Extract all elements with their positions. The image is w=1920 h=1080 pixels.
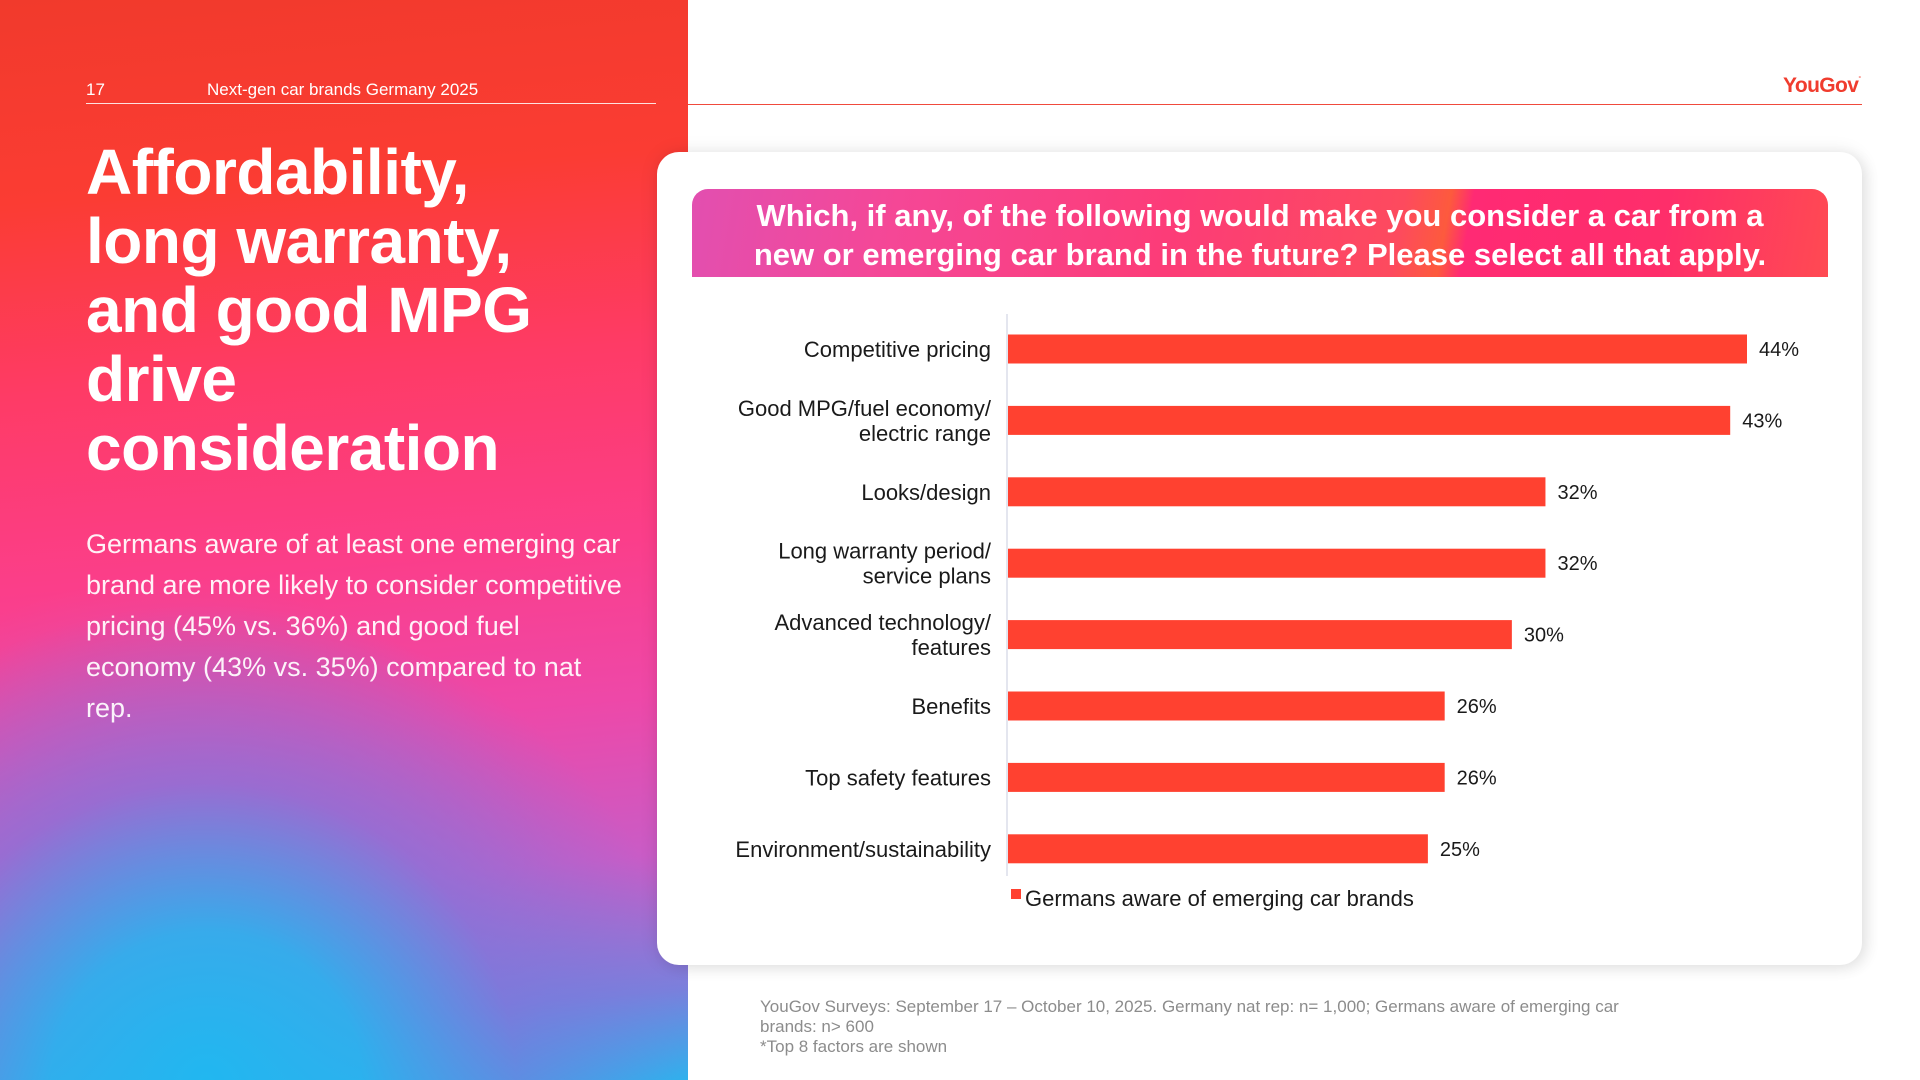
- page-header: 17 Next-gen car brands Germany 2025: [86, 78, 656, 104]
- slide-title-line: and good MPG: [86, 274, 532, 346]
- legend-swatch-icon: [1011, 889, 1021, 899]
- slide-title: Affordability, long warranty, and good M…: [86, 138, 646, 483]
- chart-title-line: new or emerging car brand in the future?…: [753, 237, 1767, 272]
- section-title: Next-gen car brands Germany 2025: [207, 80, 479, 99]
- source-footnote: YouGov Surveys: September 17 – October 1…: [760, 997, 1760, 1057]
- yougov-logo: YouGov°: [1783, 74, 1861, 98]
- bar[interactable]: [1008, 834, 1428, 864]
- bar[interactable]: [1008, 620, 1512, 650]
- slide-title-line: drive: [86, 343, 237, 415]
- logo-text: YouGov: [1783, 74, 1859, 97]
- left-gradient-panel: [0, 0, 688, 1080]
- bar[interactable]: [1008, 334, 1747, 364]
- slide-title-line: consideration: [86, 412, 500, 484]
- bar[interactable]: [1008, 477, 1546, 507]
- slide-title-line: Affordability,: [86, 136, 469, 208]
- summary-text: Germans aware of at least one emerging c…: [86, 529, 622, 723]
- bar[interactable]: [1008, 405, 1731, 435]
- bar[interactable]: [1008, 691, 1445, 721]
- logo-mark-icon: °: [1858, 76, 1861, 83]
- page-number: 17: [86, 80, 105, 99]
- footnote-line: *Top 8 factors are shown: [760, 1037, 948, 1056]
- chart-question-title: Which, if any, of the following would ma…: [692, 189, 1828, 277]
- slide-title-line: long warranty,: [86, 205, 512, 277]
- footnote-line: brands: n> 600: [760, 1017, 874, 1036]
- chart-title-line: Which, if any, of the following would ma…: [756, 198, 1764, 233]
- bar[interactable]: [1008, 762, 1445, 792]
- header-divider: [688, 104, 1862, 105]
- footnote-line: YouGov Surveys: September 17 – October 1…: [760, 997, 1619, 1016]
- bar[interactable]: [1008, 548, 1546, 578]
